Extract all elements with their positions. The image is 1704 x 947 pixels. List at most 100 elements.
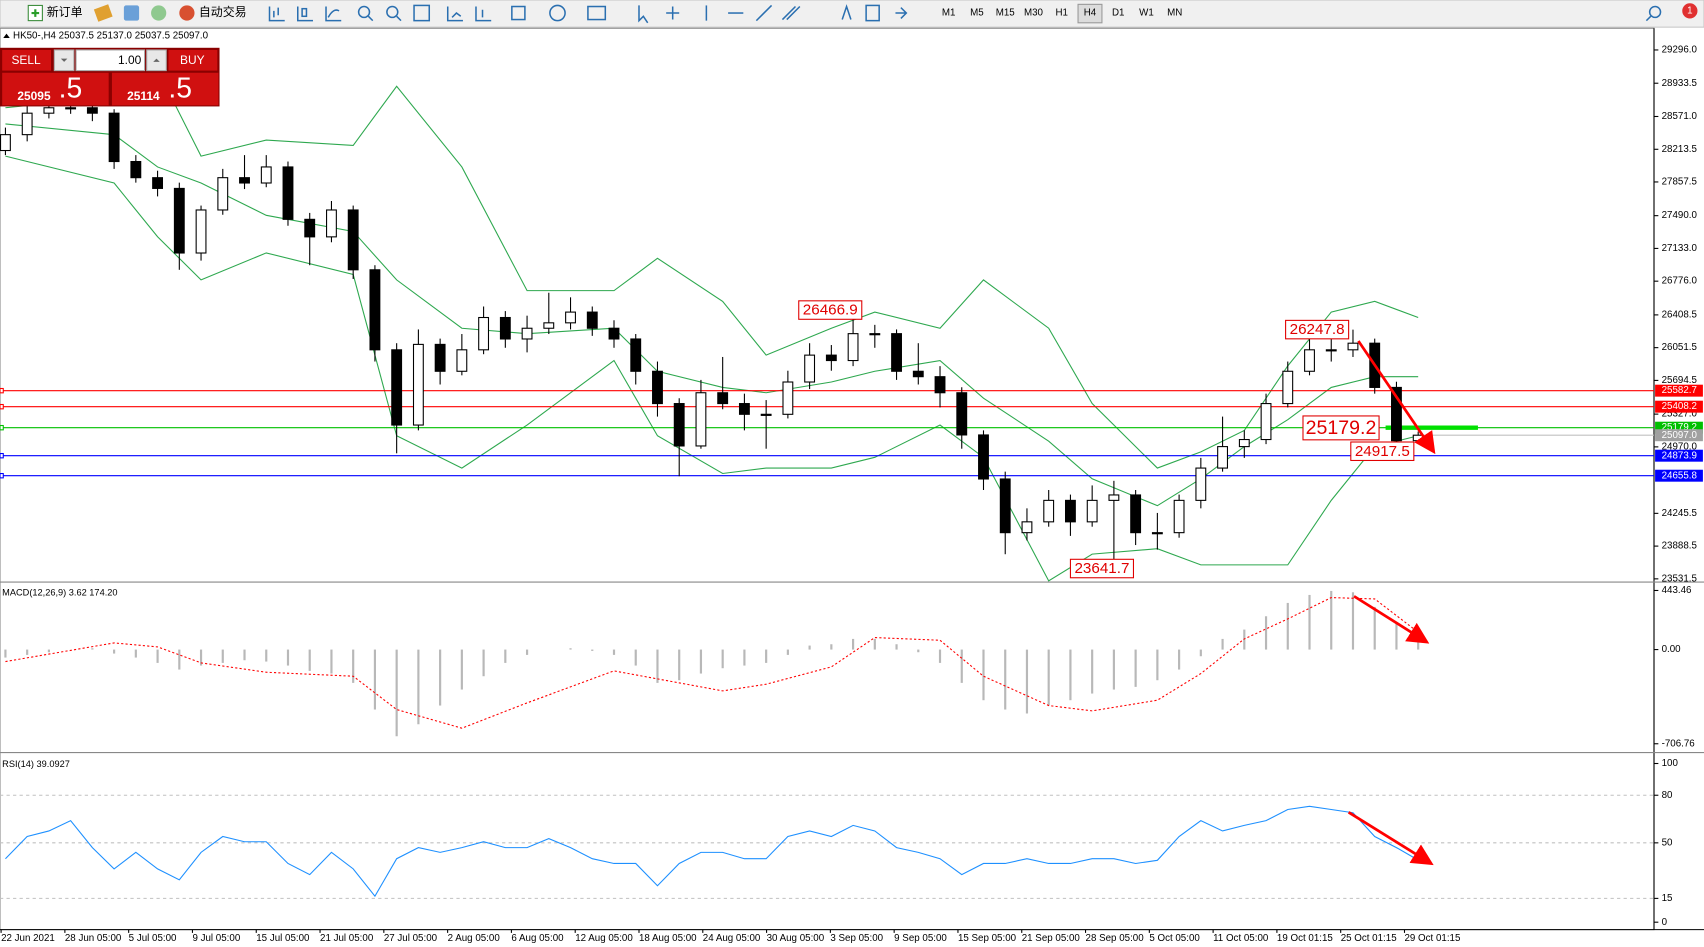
rsi-tick-label: 0 bbox=[1662, 917, 1668, 928]
price-tick-label: 28213.5 bbox=[1662, 144, 1698, 155]
candle-body bbox=[1043, 499, 1055, 523]
candle-body bbox=[565, 311, 576, 324]
candle-body bbox=[391, 349, 403, 426]
candle-body bbox=[1130, 494, 1142, 534]
ask-box[interactable] bbox=[111, 72, 219, 106]
timeframe-button[interactable]: M1 bbox=[942, 8, 956, 19]
candle-body bbox=[1217, 446, 1229, 469]
notification-count: 1 bbox=[1687, 5, 1692, 16]
price-tick-label: 27490.0 bbox=[1662, 210, 1698, 221]
candle-body bbox=[652, 370, 663, 405]
time-label: 29 Oct 01:15 bbox=[1404, 933, 1461, 944]
timeframe-button[interactable]: H4 bbox=[1084, 8, 1097, 19]
candle-body bbox=[86, 107, 98, 114]
time-label: 30 Aug 05:00 bbox=[767, 933, 825, 944]
level-label: 25408.2 bbox=[1662, 401, 1697, 412]
collapse-icon[interactable] bbox=[3, 33, 10, 39]
rsi-tick-label: 80 bbox=[1662, 790, 1673, 801]
annotations: 26466.9 26247.8 25179.2 24917.5 23641.7 bbox=[798, 300, 1436, 866]
candle-body bbox=[1195, 467, 1207, 501]
candle-body bbox=[1238, 438, 1250, 448]
auto-trading-label[interactable]: 自动交易 bbox=[199, 4, 247, 19]
candle-body bbox=[1282, 370, 1294, 405]
buy-label[interactable]: BUY bbox=[180, 53, 205, 67]
buy-button[interactable] bbox=[168, 49, 218, 71]
level-label: 25179.2 bbox=[1662, 422, 1697, 433]
macd-tick-label: 443.46 bbox=[1662, 585, 1692, 596]
toolbar-button[interactable] bbox=[27, 4, 43, 22]
rsi-line bbox=[5, 805, 1419, 898]
rsi-label: RSI(14) 39.0927 bbox=[2, 759, 70, 769]
time-label: 9 Sep 05:00 bbox=[894, 933, 947, 944]
annotation: 25179.2 bbox=[1306, 417, 1377, 439]
bid-price-big: .5 bbox=[59, 72, 83, 104]
time-label: 11 Oct 05:00 bbox=[1213, 933, 1269, 944]
candle-body bbox=[978, 434, 989, 480]
timeframe-button[interactable]: H1 bbox=[1055, 8, 1067, 19]
timeframe-button[interactable]: W1 bbox=[1139, 8, 1154, 19]
macd-label: MACD(12,26,9) 3.62 174.20 bbox=[2, 587, 117, 597]
candle-body bbox=[956, 392, 968, 436]
level-label-box bbox=[1655, 384, 1703, 397]
macd-tick-label: -706.76 bbox=[1662, 738, 1695, 749]
time-label: 3 Sep 05:00 bbox=[830, 933, 883, 944]
rsi-tick-label: 15 bbox=[1662, 893, 1673, 904]
candle-body bbox=[717, 392, 729, 405]
price-tick-label: 25327.0 bbox=[1662, 409, 1698, 420]
timeframe-button[interactable]: MN bbox=[1167, 8, 1182, 19]
annotation: 26466.9 bbox=[803, 302, 858, 319]
time-label: 5 Oct 05:00 bbox=[1149, 933, 1200, 944]
annotation-box bbox=[1350, 441, 1415, 462]
bid-price: 25095 bbox=[17, 89, 51, 103]
price-tick-label: 27133.0 bbox=[1662, 243, 1698, 254]
candle-body bbox=[630, 338, 642, 372]
price-tick-label: 28933.5 bbox=[1662, 78, 1698, 89]
timeframe-button[interactable]: M15 bbox=[996, 8, 1016, 19]
toolbar-icon[interactable] bbox=[151, 5, 167, 21]
candle-body bbox=[1325, 349, 1337, 352]
time-label: 28 Jun 05:00 bbox=[65, 933, 122, 944]
annotation: 23641.7 bbox=[1074, 560, 1129, 577]
level-marker bbox=[0, 387, 4, 394]
candle-body bbox=[130, 160, 142, 179]
toolbar-icon[interactable] bbox=[123, 5, 140, 21]
candle-body bbox=[1108, 494, 1120, 501]
time-label: 2 Aug 05:00 bbox=[448, 933, 501, 944]
toolbar-icon[interactable] bbox=[179, 5, 195, 21]
candle-body bbox=[347, 209, 359, 271]
macd-tick-label: 0.00 bbox=[1662, 644, 1682, 655]
time-label: 9 Jul 05:00 bbox=[192, 933, 240, 944]
candle-body bbox=[738, 403, 750, 415]
candle-body bbox=[673, 403, 685, 447]
volume-input[interactable] bbox=[75, 49, 146, 72]
candle-body bbox=[304, 218, 316, 238]
price-tick-label: 24970.0 bbox=[1662, 441, 1698, 452]
sell-label[interactable]: SELL bbox=[11, 53, 41, 67]
new-order-label[interactable]: 新订单 bbox=[47, 4, 83, 19]
level-label-box bbox=[1655, 400, 1703, 413]
price-tick-label: 24245.5 bbox=[1662, 508, 1698, 519]
candle-body bbox=[912, 370, 924, 378]
candle-body bbox=[434, 343, 446, 372]
toolbar-tools[interactable] bbox=[268, 4, 1662, 24]
toolbar-icon[interactable] bbox=[93, 4, 113, 22]
time-label: 6 Aug 05:00 bbox=[511, 933, 564, 944]
notification-badge[interactable] bbox=[1682, 3, 1698, 19]
candle-body bbox=[478, 316, 490, 351]
time-label: 25 Oct 01:15 bbox=[1341, 933, 1398, 944]
timeframe-active bbox=[1077, 3, 1103, 24]
price-tick-label: 23888.5 bbox=[1662, 541, 1698, 552]
volume-value[interactable]: 1.00 bbox=[118, 53, 142, 67]
timeframe-button[interactable]: M5 bbox=[970, 8, 984, 19]
annotation: 26247.8 bbox=[1290, 321, 1345, 338]
level-label-box bbox=[1655, 469, 1703, 482]
candle-body bbox=[0, 134, 11, 152]
bid-box[interactable] bbox=[2, 72, 109, 106]
candle-body bbox=[499, 316, 511, 340]
timeframe-button[interactable]: M30 bbox=[1024, 8, 1044, 19]
timeframe-button[interactable]: D1 bbox=[1112, 8, 1124, 19]
time-label: 12 Aug 05:00 bbox=[575, 933, 633, 944]
sell-button[interactable] bbox=[2, 49, 52, 71]
candle-body bbox=[456, 349, 468, 372]
